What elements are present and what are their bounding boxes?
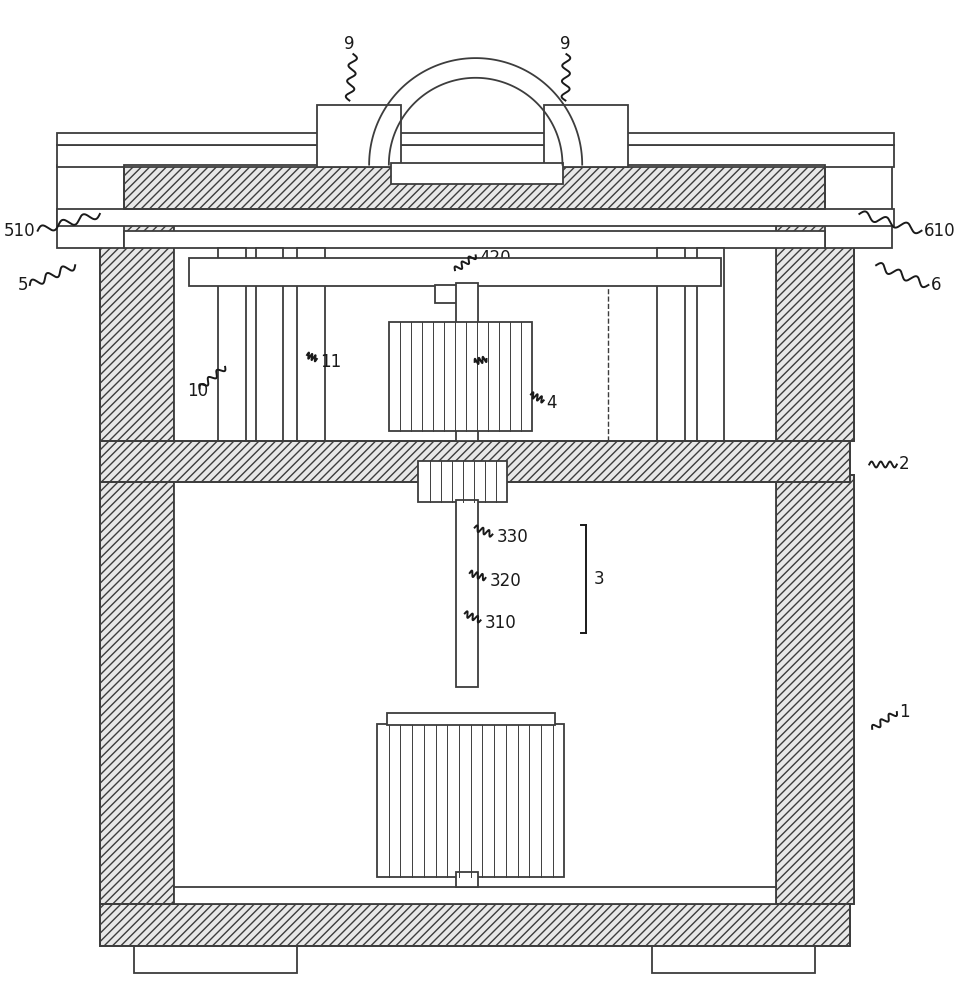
Bar: [189, 258, 721, 286]
Text: 6: 6: [930, 276, 941, 294]
Bar: [456, 500, 478, 687]
Bar: [316, 105, 401, 167]
Bar: [696, 248, 724, 441]
Text: 1: 1: [899, 703, 909, 721]
Bar: [58, 209, 894, 226]
Bar: [58, 133, 894, 145]
Text: 610: 610: [924, 222, 955, 240]
Text: 4: 4: [547, 394, 557, 412]
Bar: [100, 441, 850, 482]
Bar: [256, 248, 283, 441]
Text: 10: 10: [187, 382, 208, 400]
Bar: [386, 713, 554, 725]
Bar: [776, 475, 854, 904]
Bar: [544, 105, 627, 167]
Bar: [776, 209, 854, 441]
Bar: [657, 248, 685, 441]
Bar: [174, 887, 776, 904]
Text: 310: 310: [484, 614, 516, 632]
Bar: [100, 475, 174, 904]
Bar: [825, 165, 892, 248]
Text: 320: 320: [489, 572, 522, 590]
Bar: [100, 904, 850, 946]
Bar: [388, 322, 532, 431]
Bar: [100, 904, 850, 946]
Text: 2: 2: [899, 455, 909, 473]
Bar: [125, 165, 825, 209]
Bar: [100, 475, 174, 904]
Bar: [125, 231, 825, 248]
Bar: [134, 946, 297, 973]
Text: 330: 330: [497, 528, 528, 546]
Bar: [297, 248, 325, 441]
Bar: [174, 482, 776, 887]
Text: 11: 11: [319, 353, 341, 371]
Bar: [58, 165, 125, 248]
Bar: [100, 209, 174, 441]
Text: 420: 420: [480, 249, 511, 267]
Bar: [219, 248, 246, 441]
Bar: [377, 724, 565, 877]
Bar: [456, 283, 478, 441]
Bar: [435, 285, 475, 303]
Bar: [418, 461, 507, 502]
Text: 3: 3: [594, 570, 605, 588]
Bar: [58, 145, 894, 167]
Bar: [652, 946, 815, 973]
Text: 9: 9: [560, 35, 571, 53]
Bar: [100, 441, 850, 482]
Text: 510: 510: [4, 222, 35, 240]
Bar: [391, 163, 564, 184]
Text: 5: 5: [17, 276, 28, 294]
Bar: [100, 209, 174, 441]
Bar: [125, 165, 825, 209]
Text: 410: 410: [489, 353, 521, 371]
Bar: [776, 475, 854, 904]
Text: 9: 9: [344, 35, 355, 53]
Bar: [174, 209, 776, 441]
Bar: [776, 209, 854, 441]
Bar: [456, 872, 478, 887]
